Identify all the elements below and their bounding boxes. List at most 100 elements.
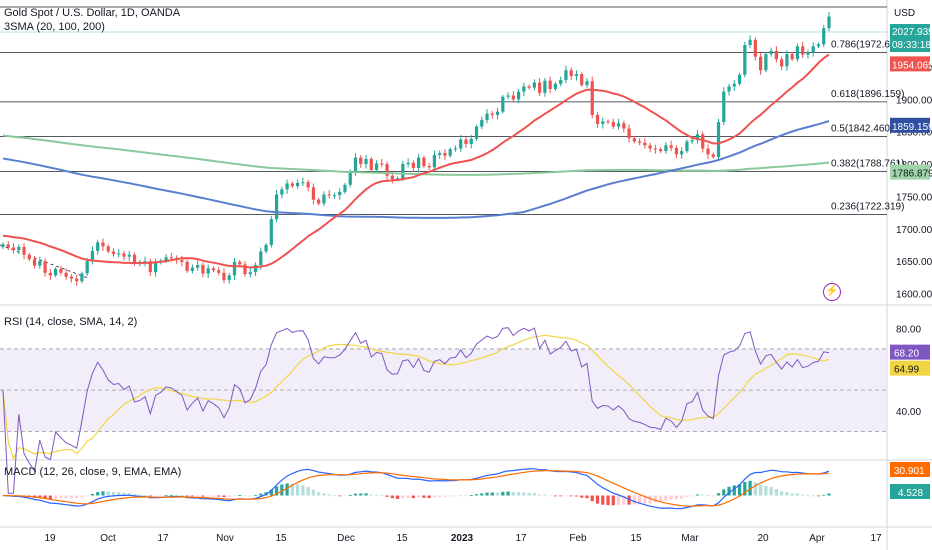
candle [706, 148, 710, 155]
time-tick-label: 2023 [451, 533, 474, 544]
candle [643, 142, 647, 146]
time-tick-label: Mar [681, 533, 699, 544]
candle [248, 272, 252, 275]
macd-histogram-bar [311, 489, 316, 496]
macd-histogram-bar [685, 495, 689, 497]
macd-histogram-bar [117, 492, 121, 496]
fib-level-label: 0.786(1972.613) [831, 39, 904, 50]
candle [64, 272, 68, 277]
macd-histogram-bar [748, 480, 752, 496]
candle [653, 148, 658, 150]
candle [253, 265, 258, 273]
alert-icon[interactable]: ⚡ [823, 283, 841, 301]
macd-histogram-bar [706, 495, 710, 497]
macd-histogram-bar [485, 492, 489, 496]
macd-hist-badge-text: 4.528 [898, 488, 923, 499]
macd-histogram-bar [395, 495, 400, 499]
sma20-line [2, 53, 830, 269]
candle [380, 163, 384, 165]
macd-histogram-bar [448, 495, 452, 497]
candle [553, 83, 558, 90]
last-price-badge [890, 24, 930, 52]
candle [459, 139, 463, 149]
candle [311, 187, 316, 200]
macd-histogram-bar [338, 495, 342, 497]
time-tick-label: 15 [630, 533, 642, 544]
candle [296, 182, 300, 187]
symbol-title[interactable]: Gold Spot / U.S. Dollar, 1D, OANDA [4, 7, 181, 19]
macd-legend[interactable]: MACD (12, 26, close, 9, EMA, EMA) [4, 465, 181, 479]
macd-histogram-bar [43, 495, 47, 499]
macd-histogram-bar [664, 495, 668, 501]
macd-histogram-bar [38, 495, 42, 498]
macd-signal-badge-text: 30.901 [894, 466, 925, 477]
macd-histogram-bar [248, 495, 252, 497]
candle [585, 81, 589, 86]
candle [785, 54, 789, 67]
macd-histogram-bar [348, 495, 352, 496]
macd-histogram-bar [632, 495, 636, 505]
macd-histogram-bar [732, 485, 736, 496]
macd-histogram-bar [511, 492, 515, 496]
candle [359, 157, 363, 165]
macd-histogram-bar [238, 495, 242, 496]
candle [548, 80, 552, 90]
candle [474, 126, 479, 139]
candle [659, 149, 663, 152]
macd-histogram-bar [90, 493, 95, 496]
macd-histogram-bar [422, 495, 426, 498]
macd-histogram-bar [106, 491, 110, 496]
candle [369, 158, 373, 170]
sma-legend[interactable]: 3SMA (20, 100, 200) [4, 21, 105, 33]
macd-histogram-bar [196, 495, 200, 497]
candle [732, 83, 736, 87]
candle [622, 123, 626, 129]
macd-histogram-bar [85, 495, 89, 497]
macd-histogram-bar [327, 494, 331, 496]
rsi-badge [890, 344, 930, 360]
macd-histogram-bar [764, 486, 768, 496]
candle [211, 268, 216, 271]
candle [227, 275, 231, 280]
candle [632, 138, 636, 142]
rsi-tick-label: 40.00 [896, 407, 921, 418]
sma20-badge [890, 56, 930, 72]
candle [595, 114, 600, 124]
fib-level-label: 0.382(1788.761) [831, 158, 904, 169]
candle [180, 259, 184, 262]
macd-histogram-bar [595, 495, 600, 504]
macd-histogram-bar [127, 493, 131, 496]
macd-histogram-bar [811, 495, 815, 497]
candle [190, 267, 195, 271]
candle [501, 96, 505, 112]
macd-histogram-bar [132, 494, 137, 496]
macd-histogram-bar [64, 495, 68, 499]
candle [827, 16, 831, 29]
candle [590, 81, 594, 115]
candle [111, 251, 116, 255]
macd-histogram-bar [59, 495, 63, 499]
candle [616, 123, 621, 127]
candles [1, 12, 831, 286]
candle [453, 148, 458, 150]
candle [196, 265, 200, 268]
macd-histogram-bar [290, 483, 294, 496]
candle [117, 253, 121, 255]
sma200-line [2, 134, 830, 176]
candle [80, 273, 84, 282]
rsi-tick-label: 80.00 [896, 324, 921, 335]
candle [801, 46, 805, 55]
candle [674, 147, 679, 155]
macd-histogram-bar [427, 495, 431, 499]
candle [438, 153, 442, 156]
macd-histogram-bar [174, 495, 179, 496]
candle [538, 82, 542, 93]
macd-histogram-bar [753, 482, 757, 496]
macd-histogram-bar [227, 495, 231, 497]
rsi-legend[interactable]: RSI (14, close, SMA, 14, 2) [4, 315, 137, 329]
candle [764, 54, 768, 71]
candle [664, 145, 668, 152]
candle [27, 254, 31, 260]
candle [417, 157, 421, 168]
